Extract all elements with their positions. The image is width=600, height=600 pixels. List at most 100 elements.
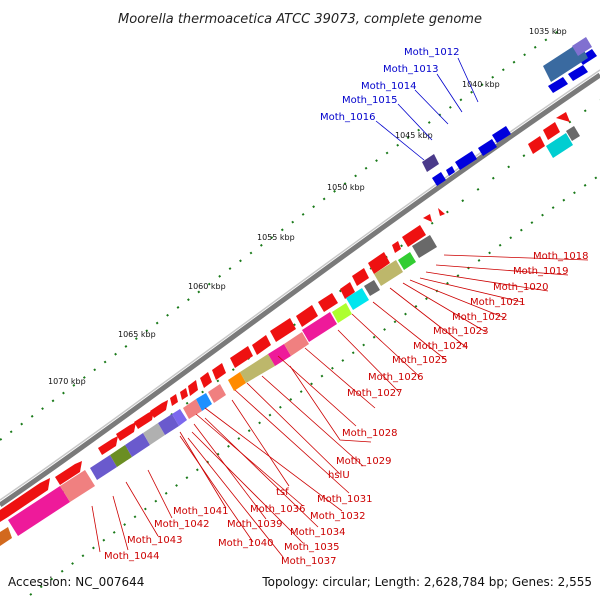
gene-label: Moth_1042 — [154, 519, 209, 530]
gene-label: Moth_1018 — [533, 251, 588, 262]
scale-label: 1055 kbp — [257, 233, 295, 242]
gene-feature[interactable] — [568, 65, 588, 81]
gene-label: Moth_1015 — [342, 95, 397, 106]
gene-feature[interactable] — [134, 410, 154, 429]
gene-feature[interactable] — [284, 332, 309, 356]
gene-feature[interactable] — [392, 241, 401, 253]
gene-feature[interactable] — [143, 423, 165, 445]
scale-label: 1060 kbp — [188, 282, 226, 291]
gene-feature[interactable] — [364, 280, 380, 296]
gene-feature[interactable] — [492, 126, 511, 143]
gene-feature[interactable] — [346, 288, 369, 310]
scale-ring-inner — [29, 174, 600, 596]
gene-feature[interactable] — [98, 436, 118, 455]
gene-label: Moth_1036 — [250, 504, 305, 515]
gene-feature[interactable] — [170, 394, 178, 406]
gene-label: hslU — [328, 470, 350, 481]
gene-feature[interactable] — [566, 126, 580, 141]
gene-feature[interactable] — [55, 461, 82, 485]
label-leader-lines — [91, 57, 589, 558]
gene-label: Moth_1016 — [320, 112, 375, 123]
gene-label: Moth_1039 — [227, 519, 282, 530]
gene-feature[interactable] — [60, 470, 95, 502]
gene-feature[interactable] — [528, 136, 545, 154]
scale-label: 1070 kbp — [48, 377, 86, 386]
gene-label: Moth_1014 — [361, 81, 416, 92]
gene-feature[interactable] — [546, 133, 573, 158]
scale-label: 1065 kbp — [118, 330, 156, 339]
gene-feature[interactable] — [0, 527, 12, 546]
gene-feature[interactable] — [183, 399, 202, 419]
gene-feature[interactable] — [0, 478, 50, 522]
reverse-strand-genes — [422, 37, 597, 186]
gene-feature[interactable] — [8, 486, 70, 536]
accession-text: Accession: NC_007644 — [8, 575, 144, 589]
genome-summary-text: Topology: circular; Length: 2,628,784 bp… — [261, 575, 592, 589]
gene-label: Moth_1027 — [347, 388, 402, 399]
gene-feature[interactable] — [196, 393, 212, 411]
gene-feature[interactable] — [423, 214, 432, 222]
forward-strand-genes — [0, 112, 570, 522]
gene-label: Moth_1012 — [404, 47, 459, 58]
gene-feature[interactable] — [340, 282, 355, 299]
gene-label: Moth_1013 — [383, 64, 438, 75]
gene-label: Moth_1037 — [281, 556, 336, 567]
gene-label: Moth_1020 — [493, 282, 548, 293]
gene-feature[interactable] — [116, 422, 136, 441]
gene-label: Moth_1032 — [310, 511, 365, 522]
gene-feature[interactable] — [302, 312, 337, 342]
gene-feature[interactable] — [318, 293, 338, 312]
gene-feature[interactable] — [90, 455, 117, 480]
cog-track — [0, 126, 580, 546]
gene-label: Moth_1034 — [290, 527, 345, 538]
gene-label: Moth_1044 — [104, 551, 159, 562]
gene-feature[interactable] — [556, 112, 570, 122]
gene-feature[interactable] — [402, 225, 426, 247]
gene-feature[interactable] — [438, 208, 445, 216]
gene-feature[interactable] — [455, 151, 477, 170]
gene-feature[interactable] — [270, 318, 296, 342]
gene-label: tsf — [276, 487, 289, 498]
map-title: Moorella thermoacetica ATCC 39073, compl… — [118, 12, 482, 27]
gene-feature[interactable] — [374, 260, 403, 286]
gene-feature[interactable] — [478, 139, 497, 156]
gene-feature[interactable] — [548, 77, 568, 93]
gene-feature[interactable] — [332, 303, 352, 323]
gene-feature[interactable] — [296, 305, 318, 327]
gene-feature[interactable] — [432, 172, 446, 186]
gene-feature[interactable] — [208, 384, 226, 403]
gene-feature[interactable] — [446, 166, 455, 176]
gene-feature[interactable] — [200, 372, 212, 388]
gene-feature[interactable] — [572, 37, 592, 56]
gene-feature[interactable] — [158, 414, 179, 435]
scale-label: 1035 kbp — [529, 27, 567, 36]
gene-feature[interactable] — [268, 344, 291, 366]
gene-label: Moth_1041 — [173, 506, 228, 517]
gene-feature[interactable] — [150, 400, 168, 418]
gene-feature[interactable] — [398, 252, 416, 270]
gene-feature[interactable] — [212, 363, 226, 380]
gene-label: Moth_1040 — [218, 538, 273, 549]
gene-label: Moth_1022 — [452, 312, 507, 323]
gene-label: Moth_1031 — [317, 494, 372, 505]
gene-feature[interactable] — [188, 380, 198, 396]
gene-feature[interactable] — [228, 372, 246, 391]
gene-label: Moth_1029 — [336, 456, 391, 467]
gene-feature[interactable] — [180, 388, 188, 400]
gene-feature[interactable] — [240, 354, 275, 383]
gene-label: Moth_1028 — [342, 428, 397, 439]
gene-feature[interactable] — [230, 346, 253, 368]
gene-feature[interactable] — [110, 445, 132, 467]
gene-feature[interactable] — [422, 154, 439, 172]
scale-label: 1050 kbp — [327, 183, 365, 192]
gene-feature[interactable] — [252, 335, 271, 355]
gene-label: Moth_1026 — [368, 372, 423, 383]
gene-feature[interactable] — [352, 268, 369, 286]
gene-feature[interactable] — [125, 433, 150, 457]
scale-label: 1045 kbp — [395, 131, 433, 140]
gene-feature[interactable] — [368, 252, 390, 274]
gene-feature[interactable] — [543, 122, 560, 140]
gene-feature[interactable] — [172, 409, 187, 426]
gene-feature[interactable] — [412, 235, 437, 258]
